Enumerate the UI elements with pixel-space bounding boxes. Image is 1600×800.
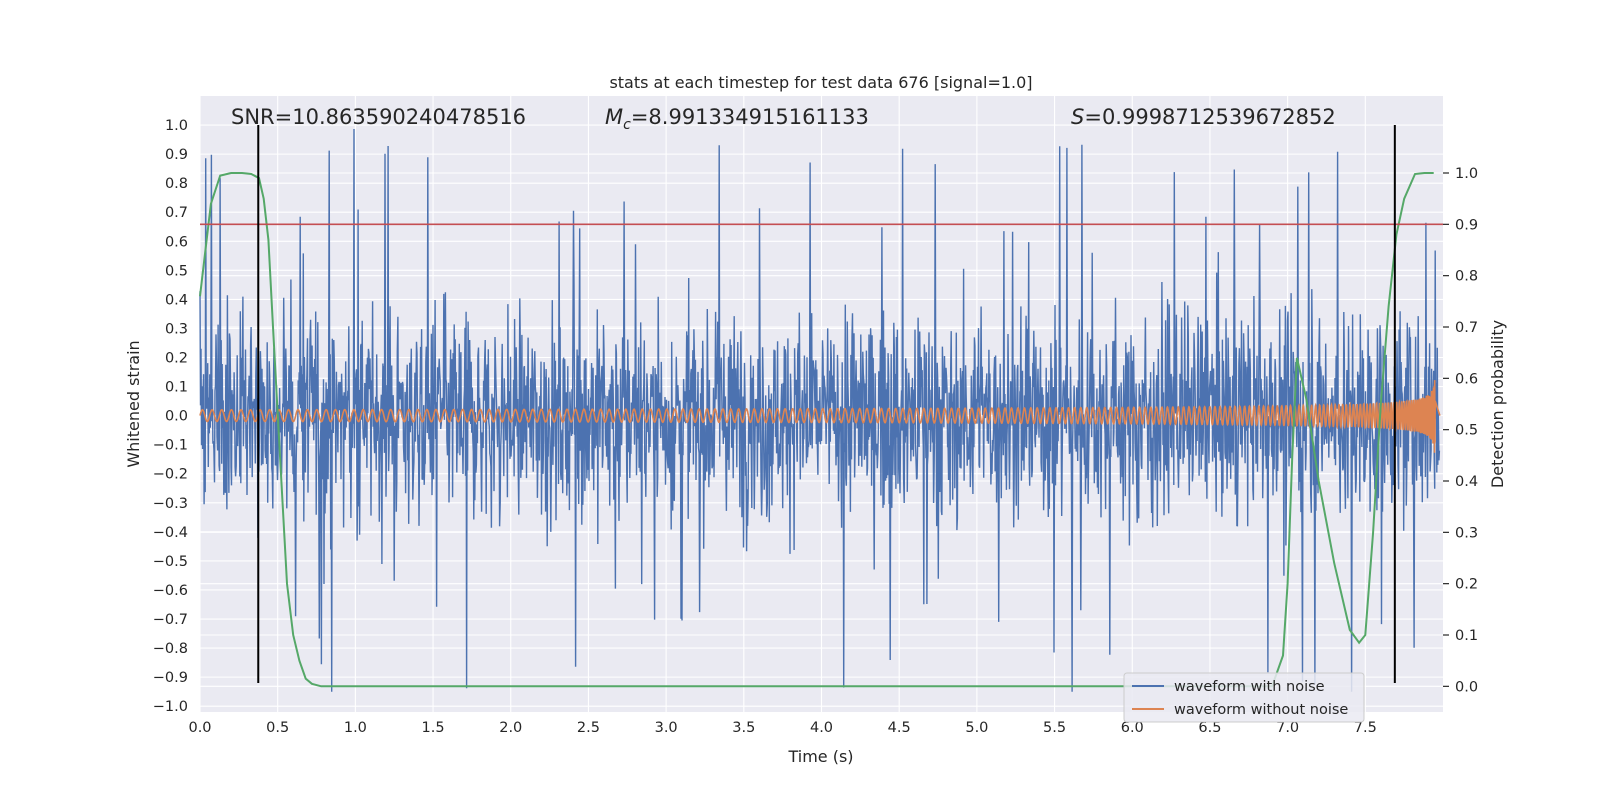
left-tick-label: 0.8 [165, 176, 188, 192]
x-tick-label: 5.0 [965, 720, 988, 736]
left-tick-label: −0.9 [153, 670, 188, 686]
left-tick-label: 0.9 [165, 147, 188, 163]
left-axis-ticks: 1.0 0.9 0.8 0.7 0.6 0.5 0.4 0.3 0.2 0.1 0.0 −0.1 −0.… [153, 118, 188, 715]
left-tick-label: 0.5 [165, 263, 188, 279]
left-tick-label: −0.8 [153, 641, 188, 657]
x-tick-label: 6.0 [1121, 720, 1144, 736]
x-tick-label: 4.5 [888, 720, 911, 736]
statistic-annotation: S=0.9998712539672852 [1071, 105, 1336, 129]
x-tick-label: 2.5 [577, 720, 600, 736]
left-tick-label: 0.0 [165, 409, 188, 425]
series-waveform-without-noise [199, 380, 1441, 453]
left-tick-label: −0.4 [153, 525, 188, 541]
x-tick-label: 0.5 [266, 720, 289, 736]
right-tick-label: 0.2 [1455, 577, 1478, 593]
x-tick-label: 1.0 [344, 720, 367, 736]
x-tick-label: 3.5 [732, 720, 755, 736]
left-tick-label: 0.4 [165, 292, 188, 308]
left-tick-label: −0.6 [153, 583, 188, 599]
left-tick-label: 0.6 [165, 234, 188, 250]
x-tick-label: 5.5 [1043, 720, 1066, 736]
chart-title: stats at each timestep for test data 676… [609, 73, 1032, 92]
detection-probability-line [199, 172, 1434, 688]
left-tick-label: 0.3 [165, 321, 188, 337]
statistic-symbol: S [1071, 105, 1084, 129]
x-tick-label: 0.0 [188, 720, 211, 736]
legend-label-noise: waveform with noise [1174, 679, 1325, 695]
x-tick-label: 4.0 [810, 720, 833, 736]
left-tick-label: 0.1 [165, 380, 188, 396]
vertical-markers [257, 125, 1396, 683]
noisy-waveform-line [199, 128, 1441, 692]
left-tick-label: −0.3 [153, 496, 188, 512]
left-tick-label: 1.0 [165, 118, 188, 134]
snr-annotation: SNR=10.863590240478516 [231, 105, 526, 129]
legend-label-clean: waveform without noise [1174, 702, 1348, 718]
left-tick-label: −0.1 [153, 438, 188, 454]
statistic-value: =0.9998712539672852 [1084, 105, 1335, 129]
right-axis-label: Detection probability [1488, 320, 1507, 488]
clean-waveform-line [199, 380, 1441, 453]
right-tick-label: 1.0 [1455, 166, 1478, 182]
x-tick-label: 7.0 [1276, 720, 1299, 736]
left-tick-label: 0.7 [165, 205, 188, 221]
x-tick-label: 6.5 [1198, 720, 1221, 736]
x-tick-label: 2.0 [499, 720, 522, 736]
right-tick-label: 0.3 [1455, 525, 1478, 541]
left-axis-label: Whitened strain [124, 340, 143, 467]
right-tick-label: 0.9 [1455, 217, 1478, 233]
x-tick-label: 1.5 [422, 720, 445, 736]
right-tick-label: 0.1 [1455, 628, 1478, 644]
left-tick-label: 0.2 [165, 351, 188, 367]
legend: waveform with noise waveform without noi… [1123, 672, 1365, 723]
x-axis-label: Time (s) [787, 747, 853, 766]
chirp-mass-symbol: M [605, 105, 623, 129]
left-tick-label: −0.5 [153, 554, 188, 570]
series-detection-probability [199, 172, 1434, 688]
right-tick-label: 0.7 [1455, 320, 1478, 336]
left-tick-label: −0.2 [153, 467, 188, 483]
chirp-mass-annotation: Mc=8.991334915161133 [605, 105, 869, 133]
chirp-mass-value: =8.991334915161133 [631, 105, 869, 129]
right-tick-label: 0.8 [1455, 269, 1478, 285]
legend-box [1123, 672, 1365, 723]
left-tick-label: −0.7 [153, 612, 188, 628]
right-tick-label: 0.5 [1455, 423, 1478, 439]
x-tick-label: 7.5 [1354, 720, 1377, 736]
left-tick-label: −1.0 [153, 699, 188, 715]
series-waveform-with-noise [199, 128, 1441, 692]
right-tick-label: 0.0 [1455, 679, 1478, 695]
right-axis-ticks: 1.0 0.9 0.8 0.7 0.6 0.5 0.4 0.3 0.2 0.1 0.0 [1443, 166, 1478, 695]
right-tick-label: 0.6 [1455, 371, 1478, 387]
x-tick-label: 3.0 [655, 720, 678, 736]
x-axis-ticks: 0.0 0.5 1.0 1.5 2.0 2.5 3.0 3.5 4.0 4.5 5.0 5.5 6.0 6… [188, 720, 1376, 736]
chirp-mass-subscript: c [623, 117, 631, 133]
right-tick-label: 0.4 [1455, 474, 1478, 490]
